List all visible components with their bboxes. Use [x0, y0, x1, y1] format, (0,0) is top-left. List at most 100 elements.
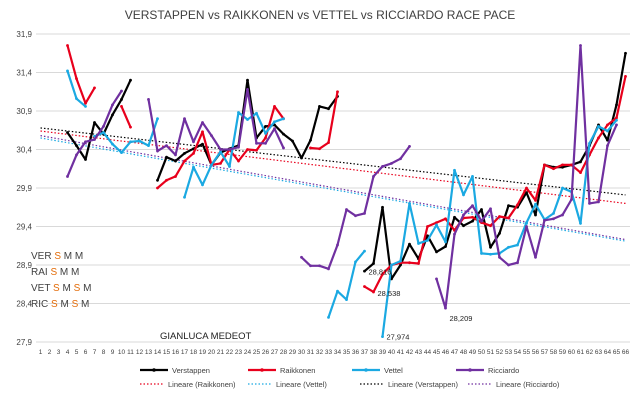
data-point: [570, 198, 573, 201]
data-point: [246, 88, 249, 91]
data-point: [336, 90, 339, 94]
data-point: [66, 131, 69, 134]
data-point: [75, 144, 78, 148]
data-point: [471, 204, 474, 208]
author-label: GIANLUCA MEDEOT: [160, 331, 252, 342]
x-tick-label: 63: [595, 349, 603, 356]
x-tick-label: 25: [253, 349, 261, 356]
data-point: [507, 245, 510, 249]
data-point: [201, 121, 204, 124]
tyre-compound: M: [64, 251, 75, 262]
series-line: [363, 75, 627, 293]
x-tick-label: 8: [102, 349, 106, 356]
data-point: [534, 213, 537, 217]
data-point: [264, 141, 267, 145]
data-point: [201, 142, 204, 146]
series-line: [327, 250, 366, 319]
tyre-compound: S: [74, 283, 83, 294]
data-point: [615, 103, 618, 107]
data-point: [489, 245, 492, 249]
x-axis-ticks: 1 2 3 4 5 6 7 8 9 10 11 12 13 14 15 16 17 18 19 20 21 22 23 24 2…: [39, 349, 630, 356]
data-point: [93, 121, 96, 124]
data-point: [300, 156, 303, 160]
x-tick-label: 6: [84, 349, 88, 356]
data-point: [282, 146, 285, 150]
data-point: [66, 44, 69, 47]
x-tick-label: 59: [559, 349, 567, 356]
data-point: [219, 150, 222, 154]
tyre-driver-code: VER: [31, 251, 54, 262]
tyre-compound: S: [53, 283, 62, 294]
data-point: [93, 86, 96, 90]
data-point: [363, 212, 366, 215]
x-tick-label: 64: [604, 349, 612, 356]
x-tick-label: 22: [226, 349, 234, 356]
x-tick-label: 40: [388, 349, 396, 356]
data-point: [237, 159, 240, 163]
data-point: [219, 148, 222, 151]
legend-marker: [260, 368, 264, 372]
series-line: [381, 119, 618, 338]
x-tick-label: 43: [415, 349, 423, 356]
x-tick-label: 23: [235, 349, 243, 356]
data-point: [237, 111, 240, 114]
data-point: [444, 306, 447, 310]
data-point: [264, 125, 267, 128]
tyre-compound: M: [60, 267, 71, 278]
chart-title: VERSTAPPEN vs RAIKKONEN vs VETTEL vs RIC…: [125, 8, 516, 22]
data-point: [183, 151, 186, 155]
x-tick-label: 58: [550, 349, 558, 356]
data-point: [480, 208, 483, 211]
data-point: [480, 219, 483, 223]
data-point: [309, 264, 312, 268]
data-point: [417, 262, 420, 265]
data-point: [147, 144, 150, 148]
legend-label: Verstappen: [172, 366, 210, 375]
data-point: [606, 123, 609, 127]
data-point: [192, 140, 195, 144]
x-tick-label: 57: [541, 349, 549, 356]
x-tick-label: 29: [289, 349, 297, 356]
data-point: [300, 255, 303, 259]
data-point: [399, 259, 402, 263]
x-tick-label: 61: [577, 349, 585, 356]
data-point: [327, 315, 330, 319]
data-point: [480, 252, 483, 255]
legend-label: Lineare (Raikkonen): [168, 380, 236, 389]
tyre-row: VER S M M: [31, 251, 83, 262]
data-point: [237, 145, 240, 149]
x-tick-label: 47: [451, 349, 459, 356]
data-point: [426, 225, 429, 228]
data-point: [534, 202, 537, 206]
data-point: [471, 219, 474, 223]
data-point: [507, 263, 510, 267]
data-point: [561, 163, 564, 167]
y-tick-label: 29,9: [16, 184, 32, 193]
data-point: [417, 242, 420, 245]
x-tick-label: 27: [271, 349, 279, 356]
y-tick-label: 28,4: [16, 300, 32, 309]
annotation-label: 27,974: [387, 332, 410, 341]
x-tick-label: 56: [532, 349, 540, 356]
data-point: [255, 148, 258, 152]
tyre-row: RIC S M S M: [31, 299, 89, 310]
x-tick-label: 60: [568, 349, 576, 356]
x-tick-label: 18: [190, 349, 198, 356]
x-tick-label: 35: [343, 349, 351, 356]
data-point: [192, 151, 195, 155]
x-tick-label: 5: [75, 349, 79, 356]
data-point: [615, 118, 618, 122]
data-point: [462, 213, 465, 217]
x-tick-label: 51: [487, 349, 495, 356]
data-point: [174, 159, 177, 163]
data-point: [390, 263, 393, 267]
data-point: [606, 129, 609, 133]
data-point: [156, 117, 159, 121]
data-point: [597, 136, 600, 140]
data-point: [363, 269, 366, 273]
data-point: [453, 168, 456, 172]
data-point: [525, 191, 528, 195]
data-point: [354, 260, 357, 264]
data-point: [381, 165, 384, 168]
